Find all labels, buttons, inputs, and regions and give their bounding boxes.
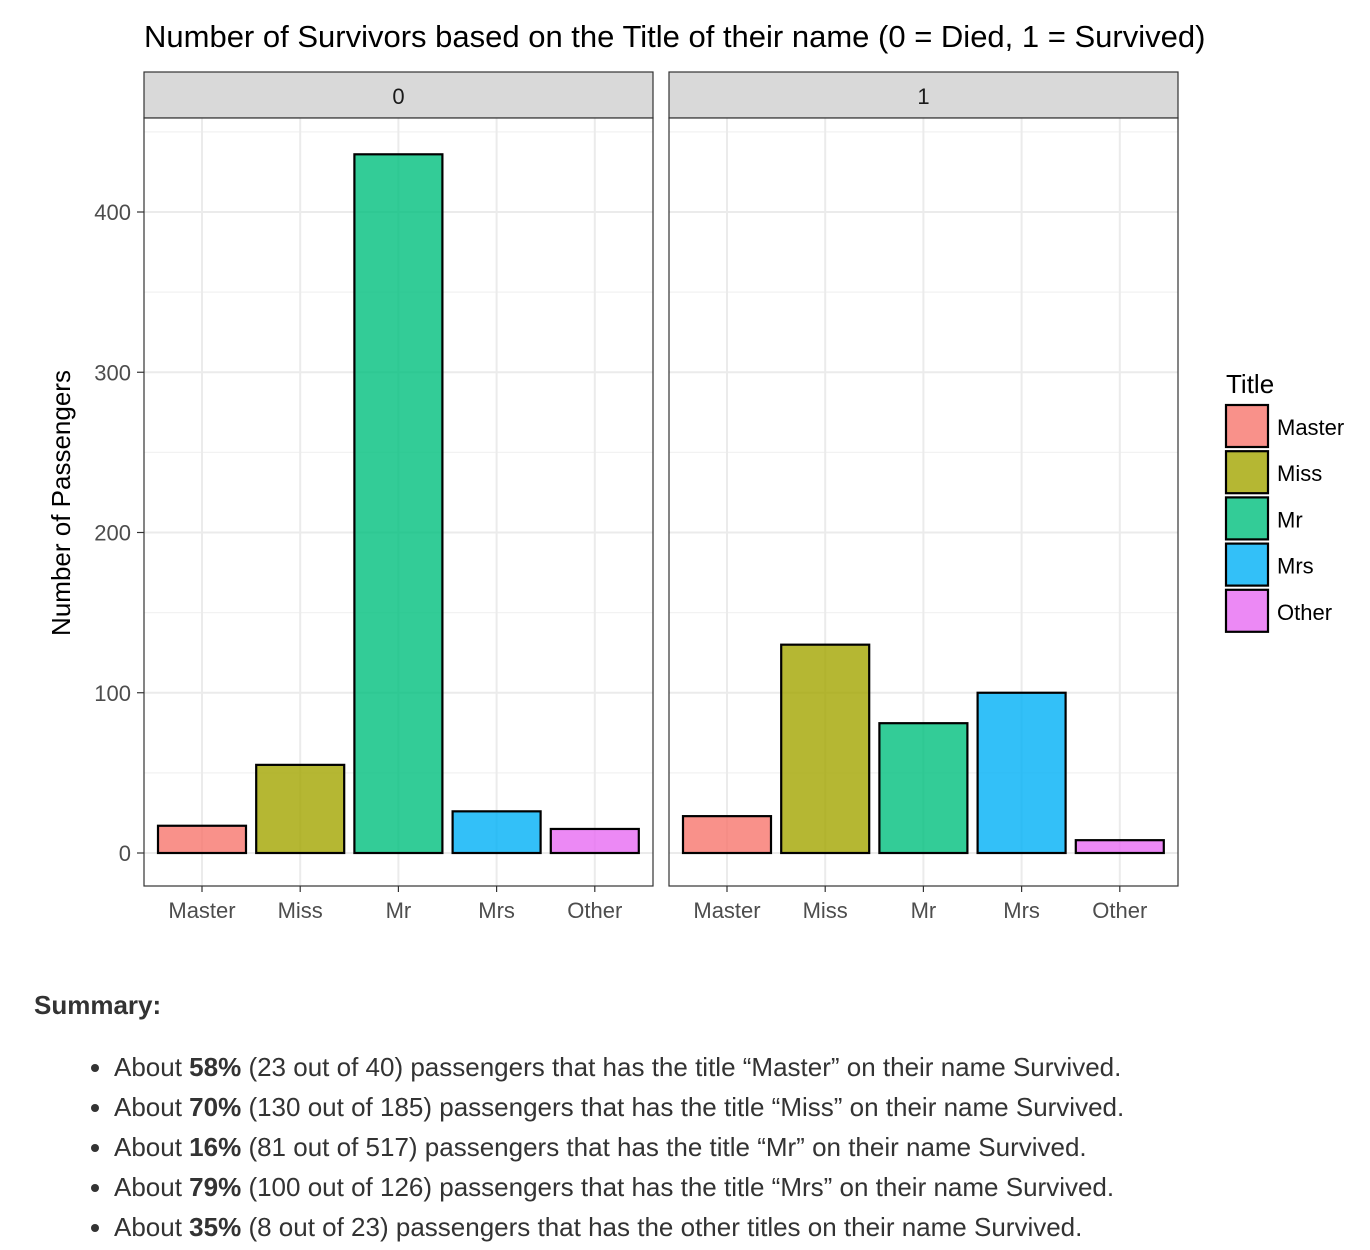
legend-key-mr: [1224, 496, 1270, 541]
y-axis-label: Number of Passengers: [46, 370, 76, 636]
summary-list: About 58% (23 out of 40) passengers that…: [34, 1047, 1354, 1247]
y-tick-label: 0: [119, 841, 131, 866]
facet-strip: [668, 71, 1179, 119]
chart-title: Number of Survivors based on the Title o…: [144, 19, 1205, 54]
bar-other: [549, 827, 640, 855]
bar-miss: [255, 763, 346, 855]
legend-label: Mr: [1277, 507, 1303, 532]
summary-percent: 79%: [189, 1172, 242, 1202]
legend-key-miss: [1224, 450, 1270, 495]
bar-mr: [878, 722, 969, 855]
summary-item: About 16% (81 out of 517) passengers tha…: [114, 1127, 1354, 1167]
bar-other: [1074, 839, 1165, 855]
facet-strip: [143, 71, 654, 119]
y-tick-label: 400: [94, 200, 131, 225]
legend: Title Master Miss Mr Mrs Other: [1224, 369, 1344, 633]
legend-key-mrs: [1224, 542, 1270, 587]
bar-mrs: [976, 691, 1067, 855]
legend-title: Title: [1226, 369, 1274, 399]
facet-label: 1: [917, 84, 929, 109]
x-tick-label: Master: [168, 898, 235, 923]
legend-key-master: [1224, 403, 1270, 449]
legend-key-other: [1224, 588, 1270, 633]
summary-item: About 79% (100 out of 126) passengers th…: [114, 1167, 1354, 1207]
x-tick-label: Master: [693, 898, 760, 923]
legend-label: Mrs: [1277, 554, 1314, 579]
legend-label: Master: [1277, 415, 1344, 440]
x-tick-label: Other: [1092, 898, 1147, 923]
summary-percent: 35%: [189, 1212, 242, 1242]
legend-label: Other: [1277, 600, 1332, 625]
summary-percent: 58%: [189, 1052, 242, 1082]
x-tick-label: Miss: [278, 898, 323, 923]
x-tick-label: Mrs: [478, 898, 515, 923]
y-axis: 0 100 200 300 400: [94, 200, 144, 866]
bar-master: [681, 815, 773, 855]
facet-label: 0: [392, 84, 404, 109]
chart: Number of Survivors based on the Title o…: [46, 19, 1344, 923]
bar-master: [156, 824, 248, 855]
x-tick-label: Mr: [911, 898, 937, 923]
summary-item: About 70% (130 out of 185) passengers th…: [114, 1087, 1354, 1127]
summary-percent: 70%: [189, 1092, 242, 1122]
summary-item: About 58% (23 out of 40) passengers that…: [114, 1047, 1354, 1087]
x-tick-label: Mrs: [1003, 898, 1040, 923]
y-tick-label: 200: [94, 521, 131, 546]
bar-mrs: [451, 810, 542, 855]
x-tick-label: Mr: [386, 898, 412, 923]
x-tick-label: Miss: [803, 898, 848, 923]
bar-mr: [353, 153, 444, 855]
facet-panel: 0 Master Miss Mr Mrs Other: [143, 71, 654, 923]
summary-item: About 35% (8 out of 23) passengers that …: [114, 1207, 1354, 1247]
y-tick-label: 300: [94, 360, 131, 385]
legend-label: Miss: [1277, 461, 1322, 486]
bar-miss: [780, 643, 871, 855]
y-tick-label: 100: [94, 681, 131, 706]
facet-panel: 1 Master Miss Mr Mrs Other: [668, 71, 1179, 923]
x-tick-label: Other: [567, 898, 622, 923]
facet-panels: 0 Master Miss Mr Mrs Other 1 Master Miss Mr Mrs Oth…: [143, 71, 1179, 923]
summary: Summary: About 58% (23 out of 40) passen…: [34, 990, 1354, 1247]
summary-heading: Summary:: [34, 990, 162, 1020]
summary-percent: 16%: [189, 1132, 242, 1162]
